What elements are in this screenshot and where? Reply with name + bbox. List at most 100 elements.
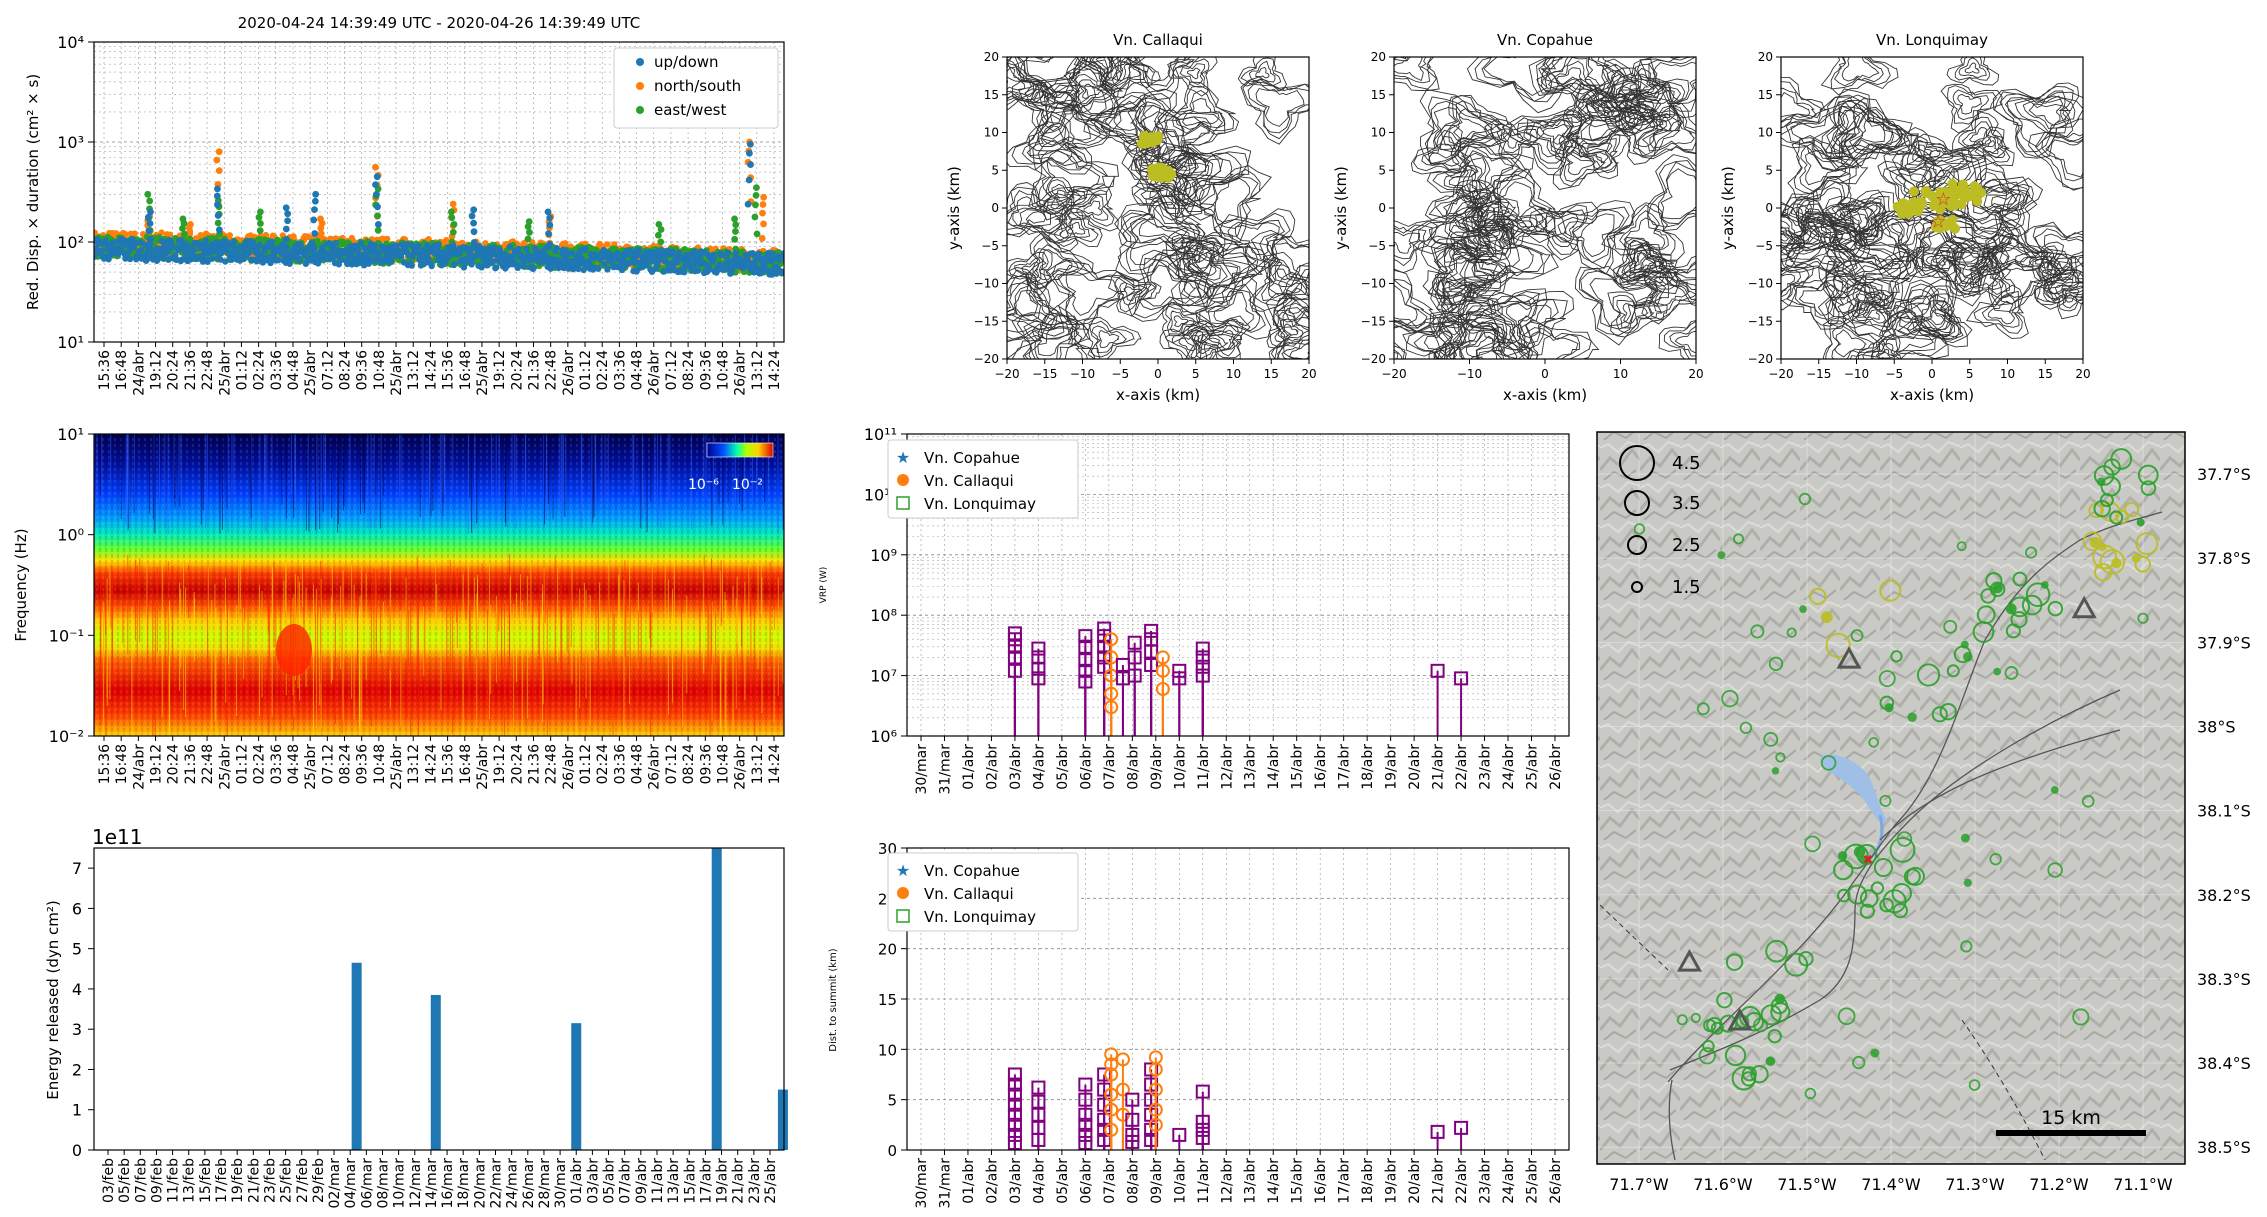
contour-line [1394,57,1440,91]
contour-line [1007,285,1065,340]
rsam-peak-point [450,220,458,228]
rsam-peak-point [744,259,752,267]
contour-line [1862,338,1901,359]
contour-line [1830,57,1891,90]
spectrogram-ytick-label: 10⁰ [57,526,84,545]
contour-line [1017,82,1089,135]
rsam-point [204,258,211,265]
contour-line [1465,294,1538,351]
square-marker [1195,1084,1210,1099]
spectrogram-xtick-label: 25/abr [475,744,491,790]
xtick-label: 12/abr [1219,744,1235,790]
square-marker [1031,1094,1046,1109]
rsam-peak-point [760,220,767,228]
spectrogram-xtick-label: 02:24 [252,744,268,784]
contour-line [1018,197,1070,243]
spectrogram-xtick-label: 25/abr [217,744,233,790]
rsam-peak-point [751,213,759,221]
spectrogram-xtick-label: 14:24 [767,744,783,784]
xtick-label: 10/abr [1172,744,1188,790]
map-ytick-label: −15 [1361,314,1386,328]
contour-line [1625,104,1642,118]
contour-line [1613,204,1676,256]
contour-line [1908,293,1946,326]
contour-line [1169,310,1196,333]
rsam-ylabel: Red. Disp. × duration (cm² × s) [24,74,42,310]
contour-line [1023,320,1080,359]
rsam-point [320,243,327,250]
vrp-legend-label-lonquimay: Vn. Lonquimay [924,495,1036,513]
spectrogram-xtick-label: 09:36 [355,744,371,784]
rsam-peak-point [752,201,759,209]
rsam-point [628,252,636,260]
square-marker [1097,621,1112,636]
map-xtick-label: −20 [994,367,1019,381]
contour-line [1616,300,1655,329]
spectrogram-xtick-label: 01:12 [234,744,250,784]
square-marker [1007,1077,1022,1092]
contour-line [1974,269,1998,287]
contour-line [1892,288,1952,335]
contour-line [1026,125,1073,164]
ytick-label: 20 [878,941,897,959]
contour-line [1176,168,1261,237]
contour-line [1781,220,1802,250]
legend-label-eastwest: east/west [654,101,726,119]
rsam-point [296,257,303,264]
rsam-xtick-label: 07:12 [320,350,336,390]
contour-line [1007,110,1093,175]
rsam-xtick-label: 26/abr [561,350,577,396]
contour-line [1184,247,1221,281]
map-ytick-label: 10 [984,126,999,140]
energy-xtick-label: 01/abr [569,1158,585,1204]
vrp-ylabel: VRP (W) [819,567,829,604]
contour-line [1237,57,1288,92]
contour-line [1842,289,1898,333]
contour-line [2014,85,2074,134]
xtick-label: 05/abr [1055,1158,1071,1204]
rsam-point [562,240,569,247]
rsam-xtick-label: 19:12 [492,350,508,390]
rsam-point [344,260,351,268]
vrp-legend-marker-callaqui [897,474,909,486]
contour-line [1413,324,1460,359]
rsam-peak-point [317,230,325,238]
map-xtick-label: −5 [1111,367,1129,381]
contour-line [1175,89,1226,130]
spectrogram-xtick-label: 21:36 [183,744,199,784]
rsam-xtick-label: 04:48 [286,350,302,390]
rsam-point [435,241,442,249]
contour-line [1658,320,1696,359]
xtick-label: 18/abr [1360,744,1376,790]
square-marker [1127,650,1142,665]
contour-line [1083,200,1103,216]
xtick-label: 23/abr [1478,1158,1494,1204]
contour-line [2061,288,2080,303]
rsam-point [553,245,561,252]
rsam-point [223,238,230,246]
map-xtick-label: 5 [1192,367,1200,381]
contour-line [1975,219,2049,277]
map-ytick-label: 0 [1378,201,1386,215]
spectrogram-xtick-label: 03:36 [612,744,628,784]
energy-frame [93,847,785,1151]
contour-line [1815,221,1911,306]
contour-line [1831,325,1876,359]
rsam-point [153,257,161,264]
square-marker [1127,668,1142,683]
rsam-point [687,256,695,263]
rsam-point [706,266,713,273]
map-ytick-label: −20 [1361,352,1386,366]
contour-line [1439,94,1513,153]
rsam-peak-point [283,235,290,243]
map-ytick-label: 20 [984,50,999,64]
ytick-label: 10⁹ [870,546,897,565]
contour-line [2022,90,2067,129]
rsam-point [521,263,528,270]
energy-xtick-label: 25/feb [279,1158,295,1203]
square-marker [1031,1080,1046,1095]
contour-line [2048,282,2083,312]
ytick-label: 10⁷ [870,667,897,686]
contour-line [1277,334,1309,359]
